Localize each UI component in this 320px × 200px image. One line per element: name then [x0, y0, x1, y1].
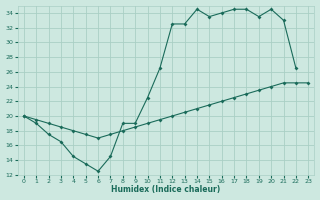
X-axis label: Humidex (Indice chaleur): Humidex (Indice chaleur)	[111, 185, 221, 194]
